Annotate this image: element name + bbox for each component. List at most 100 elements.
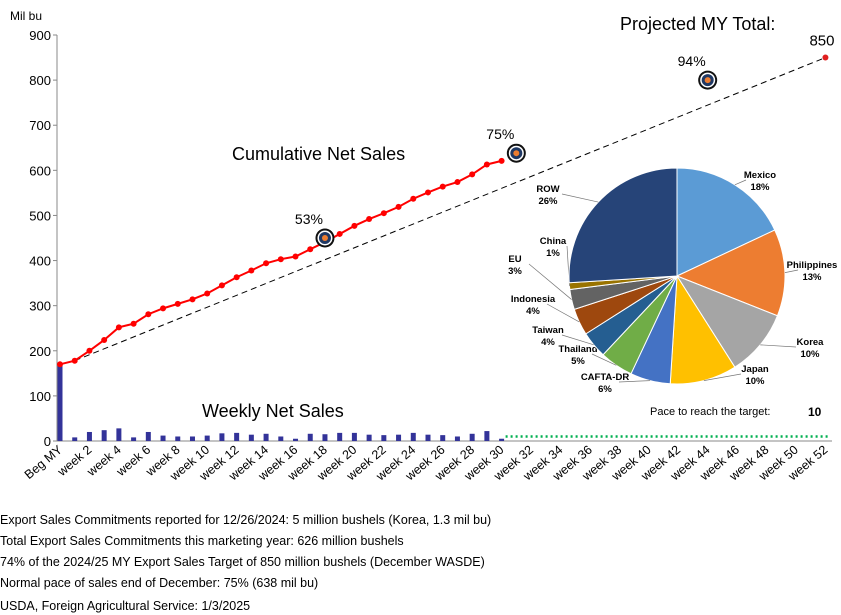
bar: [175, 436, 181, 441]
pie-label: CAFTA-DR: [581, 372, 630, 383]
line-point: [277, 256, 284, 263]
bar: [484, 431, 490, 441]
y-tick-label: 300: [29, 299, 51, 314]
bar: [322, 434, 328, 441]
line-point: [395, 203, 402, 210]
pie-label: Mexico: [744, 170, 776, 181]
line-point: [86, 347, 93, 354]
line-point: [380, 210, 387, 217]
line-point: [115, 324, 122, 331]
bar: [293, 438, 299, 441]
line-point: [351, 222, 358, 229]
y-tick-label: 800: [29, 73, 51, 88]
bar: [454, 436, 460, 441]
pie-value: 18%: [750, 182, 770, 193]
y-tick-label: 0: [44, 434, 51, 449]
bar: [278, 436, 284, 441]
line-point: [71, 357, 78, 364]
note: Normal pace of sales end of December: 75…: [0, 576, 318, 590]
line-point: [366, 216, 373, 223]
pie-value: 26%: [538, 196, 558, 207]
y-tick-label: 700: [29, 118, 51, 133]
y-tick-label: 600: [29, 163, 51, 178]
bar: [57, 364, 63, 441]
pie-label: EU: [508, 254, 521, 265]
line-point: [425, 189, 431, 196]
leader-line: [528, 263, 572, 300]
pie-label: Thailand: [558, 344, 597, 355]
pace-marker: [506, 143, 526, 163]
line-point: [410, 195, 417, 202]
marker-ring: [704, 77, 711, 84]
y-tick-label: 100: [29, 389, 51, 404]
pie-value: 4%: [526, 306, 540, 317]
pie-value: 4%: [541, 337, 555, 348]
bar: [86, 431, 92, 441]
bar: [499, 438, 505, 441]
line-point: [204, 290, 211, 297]
pie-slice: [568, 167, 678, 284]
bar: [219, 433, 225, 441]
y-tick-label: 900: [29, 28, 51, 43]
bar: [131, 437, 137, 441]
marker-label: 53%: [295, 211, 323, 227]
line-label: Cumulative Net Sales: [232, 144, 405, 164]
leader-line: [561, 334, 594, 346]
bar: [440, 435, 446, 441]
pie-value: 13%: [802, 272, 822, 283]
leader-line: [618, 380, 651, 383]
leader-line: [591, 353, 617, 366]
line-point: [498, 157, 505, 164]
marker-ring: [321, 235, 328, 241]
marker-label: 94%: [678, 53, 706, 69]
leader-line: [760, 344, 797, 348]
pie-label: ROW: [536, 184, 559, 195]
line-point: [189, 296, 196, 303]
leader-line: [734, 179, 747, 186]
line-point: [292, 253, 299, 260]
pace-value: 10: [808, 405, 822, 419]
pie-label: Indonesia: [511, 294, 556, 305]
target-label: Projected MY Total:: [620, 14, 775, 34]
pie-value: 10%: [745, 376, 765, 387]
line-point: [145, 311, 152, 318]
marker-label: 75%: [486, 126, 514, 142]
leader-line: [561, 193, 599, 203]
line-point: [101, 336, 108, 343]
note: 74% of the 2024/25 MY Export Sales Targe…: [0, 555, 485, 569]
leader-line: [703, 373, 742, 381]
pace-label: Pace to reach the target:: [650, 406, 770, 418]
bar: [116, 428, 122, 441]
bar: [204, 435, 210, 441]
y-tick-label: 400: [29, 254, 51, 269]
bar: [410, 432, 416, 441]
pace-marker: [315, 228, 335, 248]
bar: [381, 435, 387, 441]
bar: [263, 433, 269, 441]
leader-line: [784, 269, 799, 273]
line-point: [130, 320, 137, 327]
bar-label: Weekly Net Sales: [202, 401, 344, 421]
bar: [425, 434, 431, 441]
note: Total Export Sales Commitments this mark…: [0, 534, 404, 548]
line-point: [248, 267, 255, 274]
pie-value: 5%: [571, 356, 585, 367]
bar: [189, 436, 195, 441]
bar: [337, 432, 343, 441]
line-point: [57, 361, 63, 368]
target-line: [74, 57, 826, 362]
line-point: [160, 305, 167, 312]
pie-slice: [676, 167, 776, 277]
pie-value: 1%: [546, 248, 560, 259]
bar: [145, 431, 151, 441]
line-point: [174, 300, 181, 307]
bar: [160, 435, 166, 441]
pie-label: China: [540, 236, 567, 247]
line-point: [454, 179, 461, 186]
pie-value: 3%: [508, 266, 522, 277]
line-point: [439, 183, 446, 190]
line-point: [469, 171, 476, 178]
line-point: [233, 274, 240, 281]
y-tick-label: 500: [29, 208, 51, 223]
